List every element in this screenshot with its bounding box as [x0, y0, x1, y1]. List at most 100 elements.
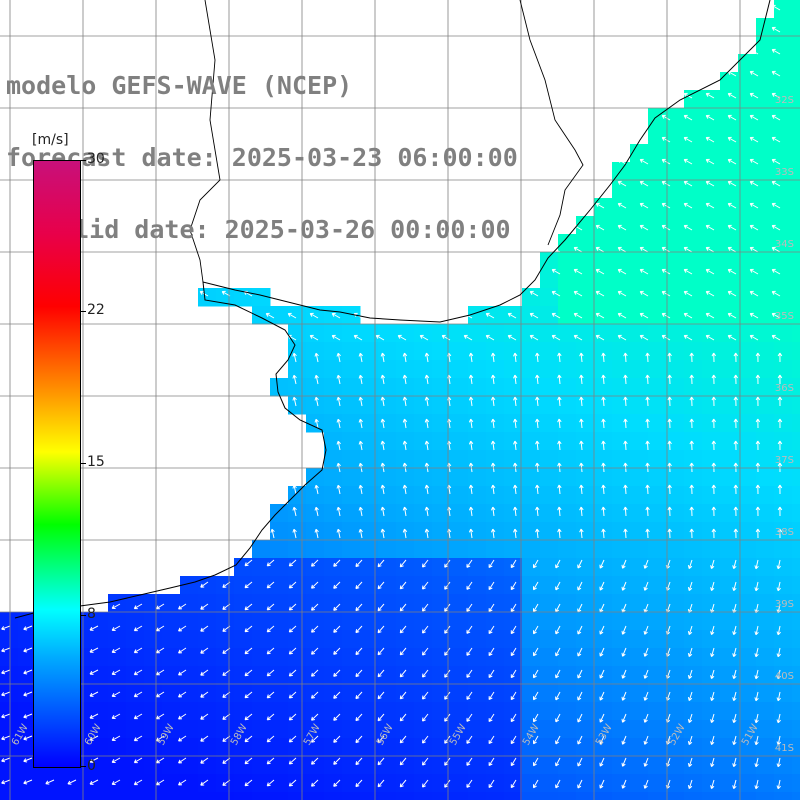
wind-speed-cell — [540, 792, 559, 800]
wind-speed-cell — [720, 720, 739, 739]
wind-speed-cell — [702, 432, 721, 451]
wind-speed-cell — [720, 270, 739, 289]
wind-speed-cell — [774, 720, 793, 739]
wind-speed-cell — [378, 450, 397, 469]
wind-arrow — [754, 581, 759, 592]
wind-arrow — [89, 669, 99, 675]
wind-arrow — [689, 528, 694, 539]
wind-speed-cell — [576, 324, 595, 343]
wind-speed-cell — [306, 666, 325, 685]
wind-arrow — [683, 290, 693, 297]
wind-speed-cell — [612, 360, 631, 379]
wind-speed-cell — [792, 486, 800, 505]
wind-arrow — [311, 735, 319, 743]
wind-arrow — [45, 779, 55, 785]
wind-speed-cell — [756, 288, 775, 307]
wind-speed-cell — [738, 342, 757, 361]
wind-speed-cell — [738, 162, 757, 181]
wind-speed-cell — [216, 594, 235, 613]
wind-speed-cell — [684, 360, 703, 379]
wind-speed-cell — [18, 720, 37, 739]
wind-arrow — [490, 374, 496, 385]
wind-speed-cell — [558, 540, 577, 559]
wind-speed-cell — [180, 666, 199, 685]
wind-speed-cell — [702, 126, 721, 145]
wind-speed-cell — [522, 702, 541, 721]
wind-arrow — [621, 559, 627, 569]
wind-speed-cell — [504, 576, 523, 595]
wind-arrow — [710, 691, 715, 701]
wind-arrow — [551, 268, 561, 275]
wind-speed-cell — [576, 522, 595, 541]
wind-arrow — [623, 506, 628, 517]
wind-speed-cell — [450, 540, 469, 559]
wind-arrow — [771, 224, 781, 231]
wind-speed-cell — [504, 378, 523, 397]
wind-speed-cell — [576, 540, 595, 559]
wind-speed-cell — [684, 486, 703, 505]
wind-arrow — [529, 290, 539, 297]
wind-speed-cell — [684, 756, 703, 775]
wind-speed-cell — [738, 288, 757, 307]
wind-arrow — [133, 757, 143, 764]
wind-arrow — [754, 625, 759, 636]
wind-speed-cell — [180, 576, 199, 595]
wind-speed-cell — [702, 774, 721, 793]
wind-speed-cell — [234, 648, 253, 667]
wind-arrow — [557, 506, 562, 517]
wind-arrow — [510, 559, 517, 569]
wind-speed-cell — [612, 234, 631, 253]
wind-speed-cell — [126, 612, 145, 631]
wind-arrow — [623, 374, 628, 385]
wind-speed-cell — [216, 702, 235, 721]
wind-speed-cell — [720, 558, 739, 577]
wind-speed-cell — [756, 594, 775, 613]
wind-speed-cell — [648, 468, 667, 487]
wind-speed-cell — [504, 450, 523, 469]
wind-arrow — [466, 779, 473, 788]
wind-arrow — [639, 268, 649, 275]
wind-speed-cell — [702, 486, 721, 505]
wind-speed-cell — [198, 576, 217, 595]
lat-label: 35S — [774, 311, 794, 322]
wind-speed-cell — [576, 468, 595, 487]
wind-speed-cell — [234, 792, 253, 800]
wind-arrow — [510, 779, 517, 789]
wind-speed-cell — [414, 468, 433, 487]
wind-arrow — [333, 647, 341, 655]
wind-speed-cell — [198, 648, 217, 667]
wind-speed-cell — [792, 702, 800, 721]
wind-speed-cell — [558, 486, 577, 505]
wind-speed-cell — [306, 720, 325, 739]
wind-speed-cell — [594, 360, 613, 379]
wind-speed-cell — [630, 558, 649, 577]
wind-speed-cell — [450, 342, 469, 361]
wind-speed-cell — [126, 648, 145, 667]
wind-speed-cell — [180, 738, 199, 757]
wind-arrow — [645, 462, 650, 473]
wind-speed-cell — [612, 378, 631, 397]
wind-speed-cell — [702, 684, 721, 703]
wind-speed-cell — [666, 126, 685, 145]
wind-speed-cell — [666, 360, 685, 379]
wind-arrow — [557, 462, 562, 473]
wind-speed-cell — [756, 216, 775, 235]
wind-arrow — [577, 691, 583, 701]
wind-arrow — [579, 374, 584, 385]
wind-arrow — [355, 559, 363, 568]
wind-speed-cell — [558, 288, 577, 307]
wind-speed-cell — [540, 738, 559, 757]
wind-speed-cell — [720, 522, 739, 541]
wind-speed-cell — [360, 342, 379, 361]
wind-arrow — [336, 506, 341, 517]
wind-arrow — [485, 312, 495, 319]
wind-arrow — [399, 625, 407, 634]
wind-arrow — [422, 713, 429, 722]
wind-speed-cell — [468, 684, 487, 703]
wind-arrow — [727, 334, 737, 341]
wind-speed-cell — [666, 738, 685, 757]
wind-speed-cell — [684, 702, 703, 721]
wind-arrow — [617, 290, 627, 297]
wind-speed-cell — [288, 378, 307, 397]
wind-arrow — [266, 625, 275, 633]
